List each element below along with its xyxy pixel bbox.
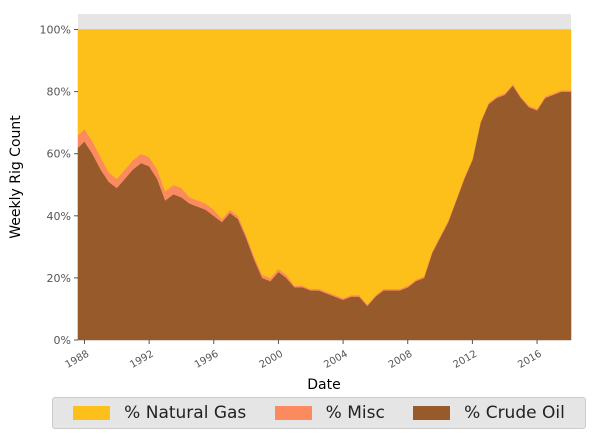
x-tick-label: 1988 [64, 349, 92, 371]
legend-item-crude-oil: % Crude Oil [413, 403, 565, 423]
area-natural-gas [77, 29, 572, 305]
legend-swatch-misc [274, 406, 312, 420]
x-tick-label: 2004 [322, 349, 350, 371]
x-tick-label: 2008 [387, 349, 415, 371]
legend-swatch-natural-gas [73, 406, 111, 420]
area-series-group [77, 29, 572, 341]
x-axis-label: Date [307, 377, 340, 393]
legend: % Natural Gas % Misc % Crude Oil [52, 397, 586, 429]
x-tick-label: 1996 [193, 349, 221, 371]
y-axis-label: Weekly Rig Count [8, 115, 24, 239]
x-tick-label: 2012 [452, 349, 480, 371]
y-tick-label: 20% [47, 272, 71, 285]
x-tick-label: 1992 [128, 349, 156, 371]
legend-swatch-crude-oil [413, 406, 451, 420]
x-axis-ticks: 1988 1992 1996 2000 2004 2008 2012 2016 [64, 340, 544, 371]
x-tick-label: 2016 [516, 349, 544, 371]
legend-label: % Misc [325, 403, 385, 423]
y-tick-label: 60% [47, 148, 71, 161]
x-tick-label: 2000 [258, 349, 286, 371]
y-tick-label: 100% [40, 24, 71, 37]
legend-item-misc: % Misc [274, 403, 385, 423]
y-tick-label: 80% [47, 86, 71, 99]
legend-item-natural-gas: % Natural Gas [73, 403, 246, 423]
chart: 0% 20% 40% 60% 80% 100% 1988 1992 1996 2000 2004 2… [8, 14, 572, 393]
y-tick-label: 0% [54, 334, 71, 347]
legend-label: % Crude Oil [464, 403, 565, 423]
legend-label: % Natural Gas [124, 403, 247, 423]
y-axis-ticks: 0% 20% 40% 60% 80% 100% [40, 24, 78, 347]
y-tick-label: 40% [47, 210, 71, 223]
